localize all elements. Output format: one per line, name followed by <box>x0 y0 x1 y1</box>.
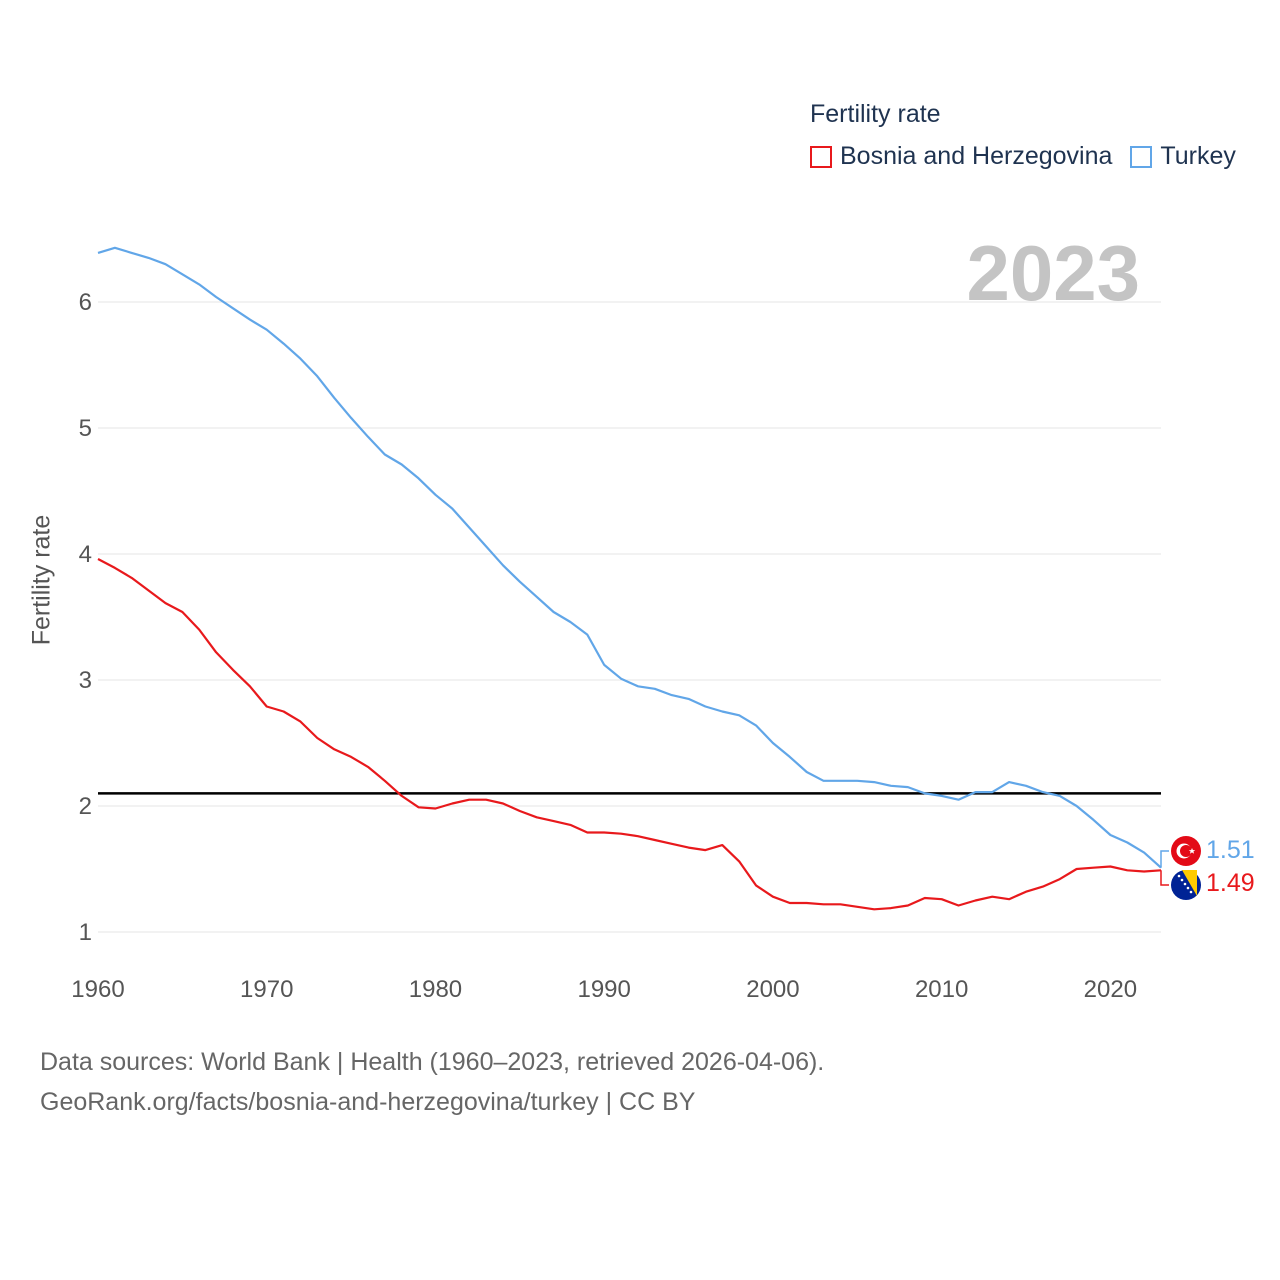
y-tick-1: 1 <box>79 919 92 946</box>
bosnia-line[interactable] <box>97 558 1162 911</box>
x-tick-2000: 2000 <box>746 976 799 1003</box>
legend-swatch-turkey <box>1130 145 1153 168</box>
x-axis-ticks: 1960 1970 1980 1990 2000 2010 2020 <box>71 976 1137 1003</box>
y-tick-5: 5 <box>79 415 92 442</box>
y-tick-3: 3 <box>79 667 92 694</box>
x-tick-1990: 1990 <box>577 976 630 1003</box>
y-tick-4: 4 <box>79 541 92 568</box>
turkey-label-connector <box>1160 850 1169 868</box>
series-lines <box>97 246 1169 911</box>
y-axis-title: Fertility rate <box>27 514 56 646</box>
legend: Bosnia and Herzegovina Turkey <box>810 142 1254 171</box>
turkey-line[interactable] <box>97 246 1162 869</box>
turkey-end-value: 1.51 <box>1206 836 1255 864</box>
source-line-2[interactable]: GeoRank.org/facts/bosnia-and-herzegovina… <box>40 1088 696 1116</box>
gridlines <box>98 301 1161 933</box>
current-year-label: 2023 <box>966 229 1140 317</box>
legend-item-turkey[interactable]: Turkey <box>1130 142 1236 171</box>
x-tick-1980: 1980 <box>409 976 462 1003</box>
legend-title: Fertility rate <box>810 100 941 128</box>
legend-item-bosnia[interactable]: Bosnia and Herzegovina <box>810 142 1112 171</box>
y-tick-2: 2 <box>79 793 92 820</box>
x-tick-2010: 2010 <box>915 976 968 1003</box>
turkey-flag-icon <box>1171 836 1201 866</box>
y-tick-6: 6 <box>79 289 92 316</box>
bosnia-label-connector <box>1160 870 1169 886</box>
bosnia-flag-icon <box>1171 870 1201 900</box>
bosnia-end-value: 1.49 <box>1206 869 1255 897</box>
source-line-1: Data sources: World Bank | Health (1960–… <box>40 1048 825 1076</box>
x-tick-1970: 1970 <box>240 976 293 1003</box>
x-tick-1960: 1960 <box>71 976 124 1003</box>
legend-swatch-bosnia <box>810 145 832 168</box>
source-note: Data sources: World Bank | Health (1960–… <box>40 1042 824 1122</box>
end-markers <box>1171 836 1201 900</box>
legend-label-bosnia: Bosnia and Herzegovina <box>840 142 1113 170</box>
x-tick-2020: 2020 <box>1084 976 1137 1003</box>
y-axis-ticks: 1 2 3 4 5 6 <box>79 289 92 946</box>
legend-label-turkey: Turkey <box>1160 142 1236 170</box>
